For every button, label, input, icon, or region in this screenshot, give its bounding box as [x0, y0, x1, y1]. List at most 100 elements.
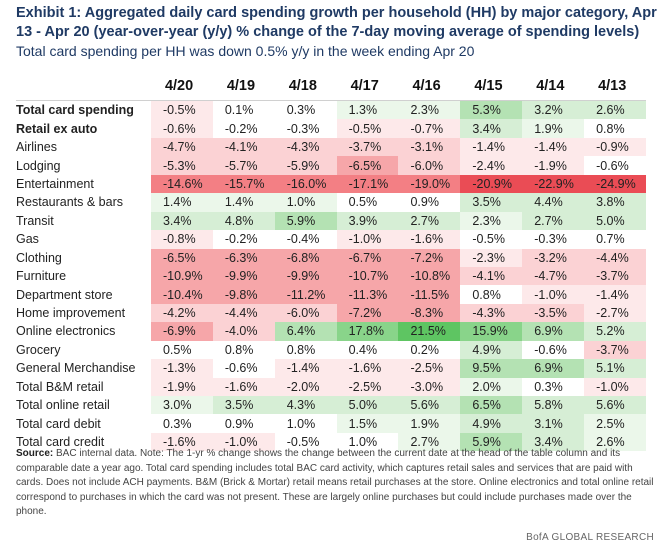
- table-cell: 5.0%: [584, 211, 646, 231]
- table-cell: -1.6%: [150, 432, 213, 452]
- table-row: Total card credit -1.6% -1.0% -0.5% 1.0% 2.7%…: [16, 432, 646, 452]
- row-label: Total B&M retail: [16, 379, 104, 394]
- table-cell: -5.7%: [212, 156, 275, 175]
- table-cell: -0.3%: [522, 230, 585, 249]
- table-cell: -0.3%: [274, 119, 337, 138]
- row-label: Transit: [16, 213, 54, 228]
- table-cell: -6.8%: [274, 248, 337, 267]
- table-cell: 3.4%: [522, 432, 585, 452]
- table-cell: 0.5%: [336, 193, 399, 212]
- table-cell: 2.5%: [584, 414, 646, 433]
- table-row: Total card spending -0.5% 0.1% 0.3% 1.3% 2.3%…: [16, 101, 646, 120]
- table-cell: 3.1%: [522, 414, 585, 433]
- table-row: Total card debit 0.3% 0.9% 1.0% 1.5% 1.9% 4.9%…: [16, 414, 646, 433]
- table-cell: -2.5%: [398, 359, 461, 378]
- table-cell: -3.5%: [522, 303, 585, 323]
- table-row: Department store -10.4% -9.8% -11.2% -11.3% -…: [16, 285, 646, 304]
- table-row: Home improvement -4.2% -4.4% -6.0% -7.2% -8.3…: [16, 303, 646, 323]
- table-cell: 5.6%: [398, 396, 461, 415]
- row-label: Retail ex auto: [16, 121, 98, 136]
- table-cell: -15.7%: [212, 174, 275, 194]
- table-cell: -1.0%: [584, 377, 646, 396]
- table-cell: -1.0%: [212, 432, 275, 452]
- table-cell: -1.4%: [274, 359, 337, 378]
- table-cell: -9.8%: [212, 285, 275, 304]
- table-cell: 1.3%: [336, 101, 399, 120]
- table-cell: 6.4%: [274, 322, 337, 341]
- row-label: Grocery: [16, 342, 61, 357]
- row-label: Clothing: [16, 250, 62, 265]
- table-cell: -4.1%: [460, 266, 523, 286]
- table-cell: 1.5%: [336, 414, 399, 433]
- table-cell: -0.5%: [150, 101, 213, 120]
- table-cell: 4.9%: [460, 340, 523, 360]
- table-cell: -3.1%: [398, 137, 461, 157]
- exhibit-subtitle: Total card spending per HH was down 0.5%…: [16, 43, 475, 59]
- table-cell: -11.3%: [336, 285, 399, 304]
- table-cell: -0.4%: [274, 230, 337, 249]
- table-cell: 0.9%: [398, 193, 461, 212]
- table-cell: 17.8%: [336, 322, 399, 341]
- table-cell: 4.8%: [212, 211, 275, 231]
- table-cell: 0.4%: [336, 340, 399, 360]
- table-cell: -5.9%: [274, 156, 337, 175]
- table-cell: -4.2%: [150, 303, 213, 323]
- source-note: Source: BAC internal data. Note: The 1-y…: [16, 447, 656, 520]
- row-label: General Merchandise: [16, 361, 136, 376]
- table-cell: -1.4%: [584, 285, 646, 304]
- table-cell: -0.6%: [212, 359, 275, 378]
- table-cell: -0.6%: [584, 156, 646, 175]
- table-cell: 5.1%: [584, 359, 646, 378]
- table-cell: -2.3%: [460, 248, 523, 267]
- table-cell: -4.4%: [584, 248, 646, 267]
- row-label: Online electronics: [16, 324, 116, 339]
- table-cell: 2.6%: [584, 101, 646, 120]
- table-row: Online electronics -6.9% -4.0% 6.4% 17.8% 21.…: [16, 322, 646, 341]
- column-header: 4/13: [598, 78, 627, 94]
- table-row: Lodging -5.3% -5.7% -5.9% -6.5% -6.0% -2.4% -1.…: [16, 156, 646, 175]
- table-cell: -10.7%: [336, 266, 399, 286]
- table-cell: -6.5%: [150, 248, 213, 267]
- table-cell: -7.2%: [398, 248, 461, 267]
- table-cell: 5.6%: [584, 396, 646, 415]
- table-cell: -0.2%: [212, 230, 275, 249]
- table-cell: -1.9%: [522, 156, 585, 175]
- table-cell: 5.2%: [584, 322, 646, 341]
- column-header: 4/18: [288, 78, 317, 94]
- row-label: Gas: [16, 232, 39, 247]
- table-cell: -1.0%: [522, 285, 585, 304]
- table-row: Furniture -10.9% -9.9% -9.9% -10.7% -10.8% -4.…: [16, 266, 646, 286]
- table-body: Total card spending -0.5% 0.1% 0.3% 1.3% 2.3%…: [16, 101, 646, 452]
- table-cell: 3.4%: [460, 119, 523, 138]
- table-cell: -0.9%: [584, 137, 646, 157]
- table-cell: -6.0%: [398, 156, 461, 175]
- footer-credit: BofA GLOBAL RESEARCH: [526, 532, 654, 543]
- table-cell: 1.0%: [336, 432, 399, 452]
- table-cell: 21.5%: [398, 322, 461, 341]
- table-cell: -4.4%: [212, 303, 275, 323]
- table-cell: 2.6%: [584, 432, 646, 452]
- row-label: Airlines: [16, 140, 57, 155]
- source-text: BAC internal data. Note: The 1-yr % chan…: [16, 448, 654, 518]
- table-row: Total online retail 3.0% 3.5% 4.3% 5.0% 5.6% 6…: [16, 396, 646, 415]
- table-cell: -22.9%: [522, 174, 585, 194]
- table-cell: -10.8%: [398, 266, 461, 286]
- table-cell: 3.5%: [460, 193, 523, 212]
- table-cell: -6.9%: [150, 322, 213, 341]
- table-cell: -6.0%: [274, 303, 337, 323]
- table-cell: 2.3%: [398, 101, 461, 120]
- table-row: Total B&M retail -1.9% -1.6% -2.0% -2.5% -3.0…: [16, 377, 646, 396]
- table-cell: -2.5%: [336, 377, 399, 396]
- table-cell: 0.3%: [150, 414, 213, 433]
- table-cell: -1.4%: [460, 137, 523, 157]
- column-header: 4/19: [226, 78, 256, 94]
- table-cell: -6.5%: [336, 156, 399, 175]
- table-cell: 1.9%: [398, 414, 461, 433]
- table-cell: 3.2%: [522, 101, 585, 120]
- table-cell: 1.9%: [522, 119, 585, 138]
- table-cell: -6.3%: [212, 248, 275, 267]
- row-label: Entertainment: [16, 176, 94, 191]
- table-cell: -20.9%: [460, 174, 523, 194]
- table-cell: -3.0%: [398, 377, 461, 396]
